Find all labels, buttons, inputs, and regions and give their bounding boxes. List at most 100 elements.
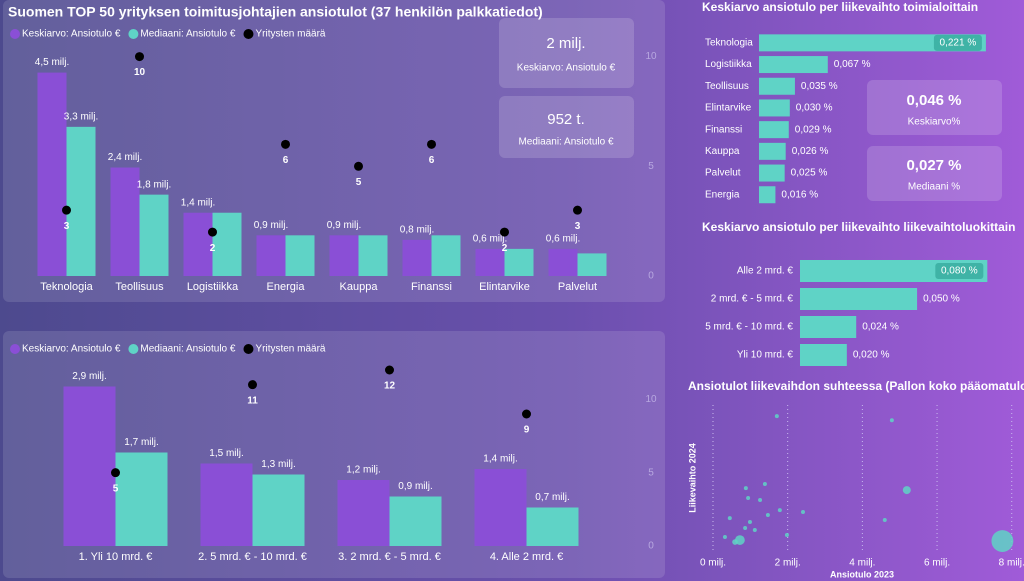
bubble	[732, 539, 738, 545]
bar	[548, 248, 578, 276]
x-tick-label: 4. Alle 2 mrd. €	[490, 551, 563, 563]
legend-label: Yritysten määrä	[255, 344, 325, 355]
kpi-card	[499, 96, 634, 158]
dot-label: 2	[502, 243, 508, 254]
data-label: 0,035 %	[801, 81, 838, 92]
data-label: 0,221 %	[940, 37, 977, 48]
legend-label: Keskiarvo: Ansiotulo €	[22, 344, 121, 355]
legend-label: Yritysten määrä	[255, 29, 325, 40]
y2-tick-label: 10	[645, 394, 657, 405]
bar	[475, 248, 505, 276]
x-tick-label: Energia	[267, 281, 306, 293]
bar	[200, 463, 253, 546]
bubble	[765, 512, 770, 517]
data-label: 0,050 %	[923, 294, 960, 305]
chart-title: Keskiarvo ansiotulo per liikevaihto toim…	[702, 0, 978, 14]
bar	[110, 167, 140, 276]
dot	[281, 139, 290, 149]
x-tick-label: 8 milj.	[999, 558, 1024, 569]
label-bg	[935, 263, 984, 279]
legend-marker	[243, 29, 254, 39]
bar	[800, 316, 857, 338]
legend-marker	[128, 29, 139, 39]
data-label: 2,9 milj.	[72, 371, 106, 382]
data-label: 1,7 milj.	[124, 437, 158, 448]
label-bg	[933, 34, 982, 51]
x-tick-label: 4 milj.	[849, 558, 875, 569]
y2-tick-label: 0	[648, 541, 654, 552]
kpi-card	[499, 18, 634, 88]
bubble	[722, 534, 727, 539]
bar	[63, 386, 116, 546]
bubble	[902, 486, 911, 495]
kpi-label: Mediaani: Ansiotulo €	[518, 137, 614, 148]
data-label: 0,020 %	[853, 350, 890, 361]
bubble	[758, 497, 763, 502]
kpi-label: Keskiarvo%	[908, 117, 961, 128]
bar	[358, 235, 388, 276]
data-label: 2,4 milj.	[108, 152, 142, 163]
data-label: 0,024 %	[862, 322, 899, 333]
bar	[183, 212, 213, 276]
dot-label: 3	[64, 221, 70, 232]
dot-label: 3	[575, 221, 581, 232]
data-label: 0,9 milj.	[398, 481, 432, 492]
dot-label: 2	[210, 243, 216, 254]
dot-label: 6	[283, 155, 289, 166]
x-tick-label: Kauppa	[340, 281, 379, 293]
bubble	[727, 516, 732, 521]
bar	[800, 288, 918, 310]
data-label: 4,5 milj.	[35, 57, 69, 68]
bubble	[746, 496, 751, 501]
y2-tick-label: 0	[648, 271, 654, 282]
category-label: Energia	[705, 189, 740, 200]
bar	[759, 77, 795, 95]
data-label: 0,026 %	[792, 146, 829, 157]
bar	[800, 344, 847, 366]
y2-tick-label: 5	[648, 467, 654, 478]
bar	[526, 507, 579, 546]
category-label: Kauppa	[705, 146, 740, 157]
x-tick-label: Elintarvike	[479, 281, 530, 293]
kpi-value: 2 milj.	[546, 35, 585, 52]
data-label: 0,6 milj.	[546, 234, 580, 245]
dot	[135, 52, 144, 62]
dot	[522, 409, 531, 419]
y2-tick-label: 10	[645, 51, 657, 62]
bar	[402, 239, 432, 276]
data-label: 1,8 milj.	[137, 179, 171, 190]
dot-label: 5	[356, 177, 362, 188]
bar	[252, 474, 305, 546]
bar	[256, 235, 286, 276]
data-label: 0,067 %	[834, 59, 871, 70]
bubble	[752, 527, 757, 532]
x-tick-label: Teknologia	[40, 281, 93, 293]
dot	[111, 468, 120, 478]
bubble	[747, 519, 752, 524]
x-tick-label: Finanssi	[411, 281, 452, 293]
data-label: 1,5 milj.	[209, 448, 243, 459]
bubble	[743, 486, 748, 491]
bar	[139, 194, 169, 276]
dot	[248, 380, 257, 390]
dot	[208, 227, 217, 237]
data-label: 0,016 %	[781, 189, 818, 200]
bar	[329, 235, 359, 276]
category-label: Elintarvike	[705, 103, 752, 114]
category-label: Teknologia	[705, 37, 753, 48]
data-label: 3,3 milj.	[64, 111, 98, 122]
bar	[759, 164, 785, 182]
dot	[385, 365, 394, 375]
bubble	[777, 508, 782, 513]
kpi-label: Mediaani %	[908, 182, 960, 193]
dot	[427, 139, 436, 149]
bar	[577, 253, 607, 276]
x-tick-label: 3. 2 mrd. € - 5 mrd. €	[338, 551, 441, 563]
kpi-card	[867, 80, 1002, 135]
bar	[66, 126, 96, 276]
x-tick-label: 6 milj.	[924, 558, 950, 569]
chart-title: Suomen TOP 50 yrityksen toimitusjohtajie…	[8, 4, 543, 20]
dot-label: 5	[113, 483, 119, 494]
category-label: Yli 10 mrd. €	[737, 350, 794, 361]
bubble	[882, 518, 887, 523]
